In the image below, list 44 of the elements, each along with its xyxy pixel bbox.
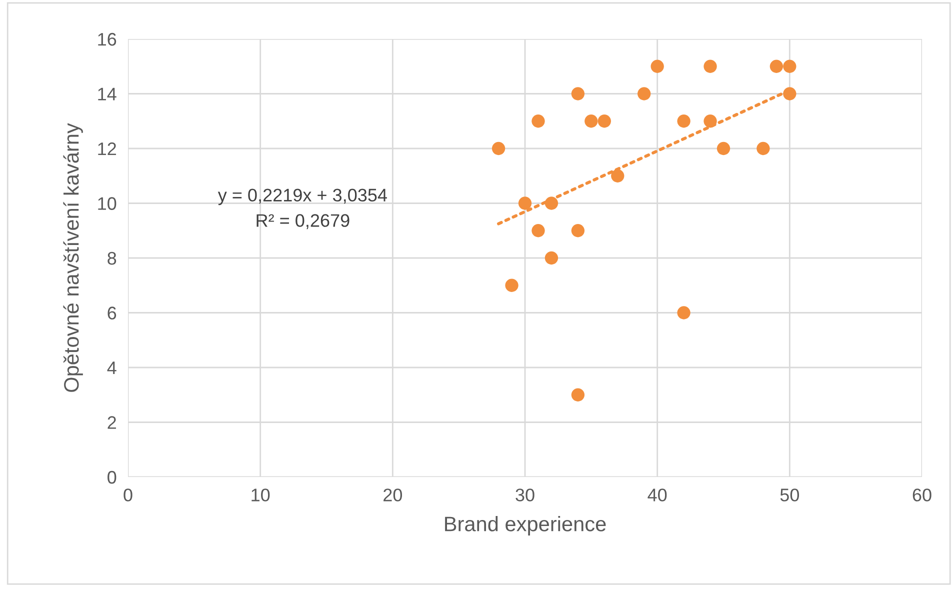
point <box>492 142 506 156</box>
point <box>532 114 545 128</box>
point <box>650 60 664 73</box>
point <box>677 114 690 128</box>
point <box>544 251 558 265</box>
point <box>532 224 545 238</box>
y-tick-label: 2 <box>108 416 116 429</box>
y-tick-label: 12 <box>98 142 116 156</box>
y-tick-label: 4 <box>107 362 116 374</box>
y-tick-label: 0 <box>108 470 116 484</box>
point <box>704 60 717 73</box>
x-tick-label: 10 <box>252 488 270 502</box>
point <box>770 60 784 73</box>
point <box>756 142 770 156</box>
point <box>518 196 532 210</box>
point <box>716 142 730 156</box>
y-tick-label: 16 <box>98 32 116 46</box>
point <box>783 87 796 100</box>
point <box>584 114 598 128</box>
x-tick-label: 50 <box>780 488 800 502</box>
point <box>544 196 558 210</box>
point <box>611 169 624 182</box>
point <box>704 114 717 128</box>
y-tick-label: 14 <box>98 88 116 100</box>
x-tick-label: 60 <box>912 488 932 502</box>
point <box>677 306 690 320</box>
x-axis-title: Brand experience <box>445 516 606 536</box>
y-axis-title: Opětovné navštívení kavárny <box>63 123 83 392</box>
point <box>783 60 796 73</box>
point <box>571 87 585 100</box>
point <box>598 114 611 128</box>
y-tick-label: 10 <box>98 197 116 210</box>
point <box>571 388 585 402</box>
annotation: R² = 0,2679 <box>256 214 350 230</box>
point <box>638 87 651 100</box>
x-tick-label: 20 <box>384 488 402 502</box>
x-tick-label: 30 <box>516 488 534 502</box>
point <box>571 224 585 238</box>
y-tick-label: 8 <box>108 252 116 265</box>
y-tick-label: 6 <box>108 306 116 320</box>
x-tick-label: 0 <box>124 488 132 502</box>
point <box>505 278 518 292</box>
annotation: y = 0,2219x + 3,0354 <box>218 188 387 206</box>
x-tick-label: 40 <box>648 488 667 502</box>
